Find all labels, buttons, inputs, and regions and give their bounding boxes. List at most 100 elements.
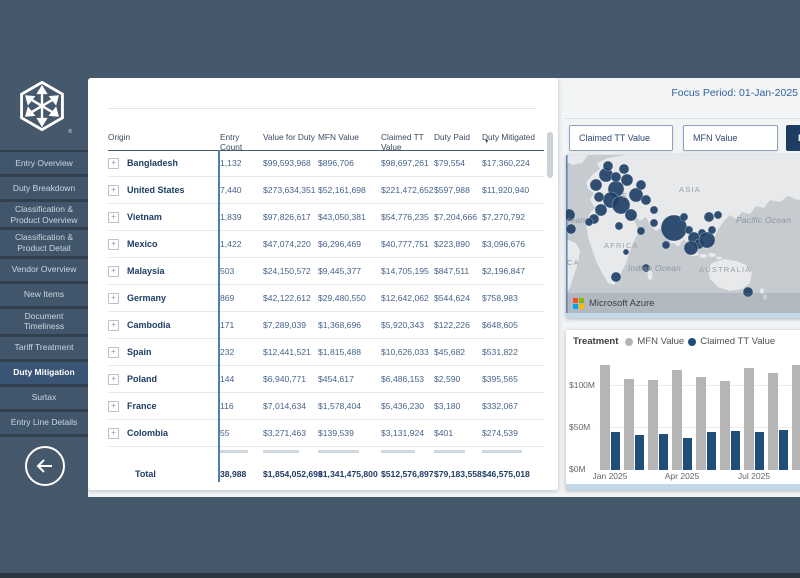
bar-claimed-tt-value[interactable] [611, 432, 620, 470]
bar-mfn-value[interactable] [624, 378, 634, 470]
table-row-bangladesh[interactable]: + Bangladesh 1,132 $99,593,968 $896,706 $98,6… [108, 150, 544, 177]
claimed-tt-value-filter[interactable]: Claimed TT Value [569, 125, 673, 151]
bar-mfn-value[interactable] [744, 367, 754, 470]
map-bubble[interactable] [620, 173, 634, 187]
map-bubble[interactable] [624, 208, 638, 222]
cell-value: $54,776,235 [381, 212, 429, 222]
column-header-origin[interactable]: Origin [108, 132, 131, 142]
bar-claimed-tt-value[interactable] [731, 430, 740, 470]
map-bubble[interactable] [636, 226, 646, 236]
map-bubble[interactable] [742, 286, 754, 298]
cell-value: 869 [220, 293, 235, 303]
table-row-germany[interactable]: + Germany 869 $42,122,612 $29,480,550 $12,642… [108, 285, 544, 312]
chart-scrollbar[interactable] [566, 484, 800, 490]
expand-icon[interactable]: + [108, 373, 119, 385]
sidebar-item-entry-overview[interactable]: Entry Overview [0, 152, 88, 174]
bar-mfn-value[interactable] [648, 379, 658, 470]
expand-icon[interactable]: + [108, 265, 119, 277]
sidebar-item-vendor-overview[interactable]: Vendor Overview [0, 258, 88, 281]
map-bubble[interactable] [584, 217, 594, 227]
table-row-vietnam[interactable]: + Vietnam 1,839 $97,826,617 $43,050,381 $54,7… [108, 204, 544, 231]
map-bubble[interactable] [707, 225, 717, 235]
bar-claimed-tt-value[interactable] [635, 434, 644, 470]
table-scrollbar[interactable] [547, 132, 553, 178]
map-bubble[interactable] [649, 205, 659, 215]
map-bubble[interactable] [640, 194, 652, 206]
table-row-united-states[interactable]: + United States 7,440 $273,634,351 $52,161,6… [108, 177, 544, 204]
bar-mfn-value[interactable] [600, 365, 610, 470]
bar-mfn-value[interactable] [792, 365, 800, 470]
map-bubble[interactable] [618, 163, 630, 175]
map-bubble[interactable] [611, 195, 631, 215]
expand-icon[interactable]: + [108, 157, 119, 169]
map-bubble[interactable] [698, 231, 716, 249]
table-row-colombia[interactable]: + Colombia 55 $3,271,463 $139,539 $3,131,924 $… [108, 420, 544, 447]
map-bubble[interactable] [635, 179, 647, 191]
map-bubble[interactable] [589, 178, 603, 192]
expand-icon[interactable]: + [108, 292, 119, 304]
map-bubble[interactable] [684, 225, 694, 235]
bar-mfn-value[interactable] [672, 369, 682, 470]
column-header-duty-mitigated[interactable]: Duty Mitigated ▼ [482, 132, 536, 145]
sidebar-item-classification-product-detail[interactable]: Classification & Product Detail [0, 230, 88, 256]
sidebar-item-duty-mitigation[interactable]: Duty Mitigation [0, 361, 88, 384]
map-bubble[interactable] [593, 191, 605, 203]
expand-icon[interactable]: + [108, 427, 119, 439]
table-row-poland[interactable]: + Poland 144 $6,940,771 $454,617 $6,486,153 $2… [108, 366, 544, 393]
map-bubble[interactable] [713, 210, 723, 220]
table-row-cambodia[interactable]: + Cambodia 171 $7,289,039 $1,368,696 $5,920,3… [108, 312, 544, 339]
expand-icon[interactable]: + [108, 400, 119, 412]
sidebar-item-tariff-treatment[interactable]: Tariff Treatment [0, 336, 88, 359]
map-bubble[interactable] [610, 171, 622, 183]
map-bubble[interactable] [614, 221, 624, 231]
expand-icon[interactable]: + [108, 346, 119, 358]
table-row-spain[interactable]: + Spain 232 $12,441,521 $1,815,488 $10,626,03… [108, 339, 544, 366]
sidebar-item-duty-breakdown[interactable]: Duty Breakdown [0, 177, 88, 199]
bar-mfn-value[interactable] [696, 377, 706, 470]
map-bubble[interactable] [566, 223, 577, 235]
column-header-claimed-tt-value[interactable]: Claimed TT Value [381, 132, 424, 152]
table-row-france[interactable]: + France 116 $7,014,634 $1,578,404 $5,436,230… [108, 393, 544, 420]
expand-icon[interactable]: + [108, 319, 119, 331]
map-bubble[interactable] [628, 187, 644, 203]
table-row-malaysia[interactable]: + Malaysia 503 $24,150,572 $9,445,377 $14,705… [108, 258, 544, 285]
cell-value: 503 [220, 266, 235, 276]
bar-mfn-value[interactable] [720, 381, 730, 470]
map-bubble[interactable] [622, 248, 630, 256]
bar-mfn-value[interactable] [768, 372, 778, 470]
duty-button-clipped[interactable]: D [786, 125, 800, 151]
bar-claimed-tt-value[interactable] [707, 432, 716, 470]
bar-claimed-tt-value[interactable] [755, 431, 764, 470]
map-bubble[interactable] [594, 203, 608, 217]
sidebar-item-entry-line-details[interactable]: Entry Line Details [0, 411, 88, 434]
bar-claimed-tt-value[interactable] [683, 438, 692, 470]
cell-value: $5,920,343 [381, 320, 425, 330]
back-button[interactable] [25, 446, 65, 486]
column-header-entry-count[interactable]: Entry Count [220, 132, 243, 152]
expand-icon[interactable]: + [108, 211, 119, 223]
map-bubble[interactable] [641, 263, 651, 273]
map-bubble[interactable] [602, 160, 614, 172]
bar-claimed-tt-value[interactable] [659, 434, 668, 470]
table-row-mexico[interactable]: + Mexico 1,422 $47,074,220 $6,296,469 $40,777… [108, 231, 544, 258]
bar-claimed-tt-value[interactable] [779, 429, 788, 470]
map-bubble[interactable] [649, 218, 659, 228]
column-header-value-for-duty[interactable]: Value for Duty [263, 132, 315, 142]
sidebar-item-document-timeliness[interactable]: Document Timeliness [0, 308, 88, 334]
map-bubble[interactable] [661, 240, 671, 250]
world-map-visual[interactable]: ASIA AFRICA AUSTRALIA E CA Pacific Ocean cean I… [566, 155, 800, 318]
map-bubble[interactable] [679, 212, 689, 222]
column-header-duty-paid[interactable]: Duty Paid [434, 132, 470, 142]
sidebar-item-new-items[interactable]: New Items [0, 283, 88, 306]
map-bubble[interactable] [683, 240, 699, 256]
sidebar-item-classification-product-overview[interactable]: Classification & Product Overview [0, 202, 88, 228]
column-header-mfn-value[interactable]: MFN Value [318, 132, 359, 142]
map-bubble[interactable] [703, 211, 715, 223]
expand-icon[interactable]: + [108, 184, 119, 196]
map-bubble[interactable] [566, 208, 576, 222]
sidebar-item-surtax[interactable]: Surtax [0, 386, 88, 409]
map-bubble[interactable] [610, 271, 622, 283]
mfn-value-filter[interactable]: MFN Value [683, 125, 778, 151]
expand-icon[interactable]: + [108, 238, 119, 250]
map-scrollbar[interactable] [566, 313, 800, 318]
